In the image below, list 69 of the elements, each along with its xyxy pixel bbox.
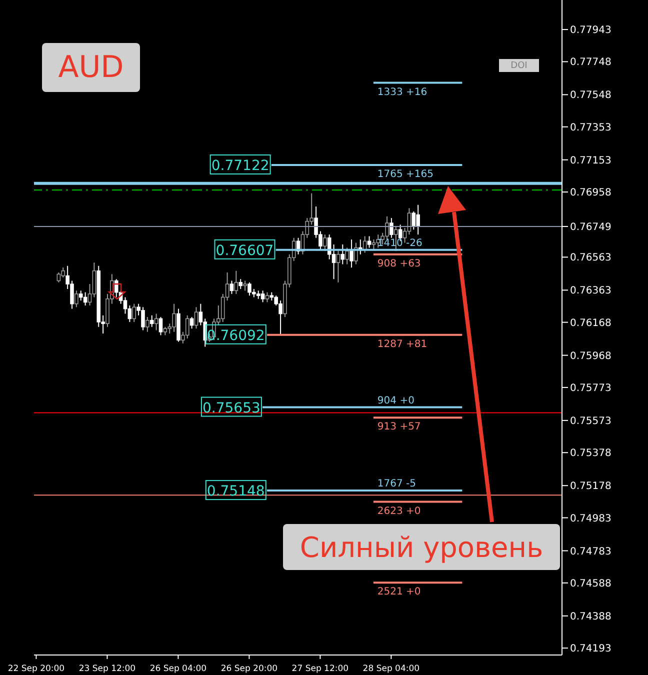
candlestick: [345, 247, 349, 265]
ref-line-label: 0.76607: [216, 242, 274, 259]
ref-line-label: 0.77122: [211, 158, 270, 174]
candlestick: [372, 239, 376, 250]
candlestick: [61, 267, 66, 278]
y-tick-label: 0.74193: [570, 644, 612, 655]
candlestick: [390, 218, 394, 238]
candlestick: [412, 210, 416, 230]
x-tick-label: 27 Sep 12:00: [292, 664, 349, 674]
y-tick-label: 0.77153: [570, 155, 612, 166]
candlestick: [367, 236, 372, 248]
x-tick-label: 28 Sep 04:00: [362, 664, 420, 674]
candlestick: [132, 303, 136, 322]
candlestick: [234, 270, 238, 294]
annotation: 913 +57: [377, 422, 421, 433]
candlestick: [185, 314, 190, 339]
candlestick: [56, 272, 61, 283]
candlestick: [230, 280, 234, 294]
candlestick: [154, 313, 158, 331]
y-tick-label: 0.75573: [570, 416, 612, 427]
candlestick: [83, 292, 88, 306]
candlestick: [194, 306, 198, 330]
y-tick-label: 0.74588: [570, 578, 612, 590]
annotation: 904 +0: [377, 395, 414, 406]
y-tick-label: 0.74388: [570, 611, 612, 622]
y-tick-label: 0.76958: [570, 188, 612, 199]
candlestick: [74, 290, 78, 308]
annotation: 2623 +0: [377, 506, 421, 517]
y-tick-label: 0.76749: [570, 222, 612, 234]
annotation: DOI: [499, 59, 539, 72]
y-tick-label: 0.76363: [570, 286, 612, 297]
y-tick-label: 0.76168: [570, 318, 612, 329]
y-tick-label: 0.75968: [570, 350, 612, 362]
annotation: 908 +63: [377, 258, 421, 270]
candlestick: [158, 316, 163, 336]
annotation: 1287 +81: [377, 338, 428, 350]
x-tick-label: 23 Sep 12:00: [78, 664, 136, 674]
annotation: 1767 -5: [377, 478, 416, 490]
candlestick: [238, 278, 242, 290]
candlestick: [146, 316, 150, 332]
candlestick: [350, 239, 354, 268]
y-tick-label: 0.75178: [570, 481, 612, 492]
candlestick: [243, 280, 247, 292]
annotation: 1765 +165: [377, 168, 434, 180]
y-tick-label: 0.74783: [570, 546, 612, 558]
text: AUD: [42, 43, 140, 92]
y-tick-label: 0.77353: [570, 122, 612, 134]
candlestick: [114, 278, 118, 298]
candlestick: [336, 250, 340, 283]
y-tick-label: 0.77548: [570, 90, 612, 102]
candlestick: [354, 242, 358, 265]
candlestick: [265, 292, 270, 303]
x-tick-label: 22 Sep 20:00: [8, 664, 65, 674]
y-tick-label: 0.76563: [570, 252, 612, 264]
y-tick-label: 0.75773: [570, 383, 612, 394]
y-tick-label: 0.75378: [570, 448, 612, 460]
candlestick: [260, 290, 265, 303]
y-tick-label: 0.74983: [570, 513, 612, 524]
candlestick: [78, 290, 83, 302]
candlestick: [323, 234, 327, 252]
candlestick: [340, 244, 345, 265]
x-tick-label: 26 Sep 20:00: [220, 664, 278, 674]
y-tick-label: 0.77943: [570, 25, 612, 36]
annotation: 1333 +16: [377, 86, 428, 98]
y-tick-label: 0.77748: [570, 57, 612, 68]
annotation: Силный уровень: [283, 524, 560, 570]
candlestick: [150, 314, 154, 328]
annotation: 2521 +0: [377, 586, 421, 598]
x-tick-label: 26 Sep 04:00: [150, 664, 207, 674]
